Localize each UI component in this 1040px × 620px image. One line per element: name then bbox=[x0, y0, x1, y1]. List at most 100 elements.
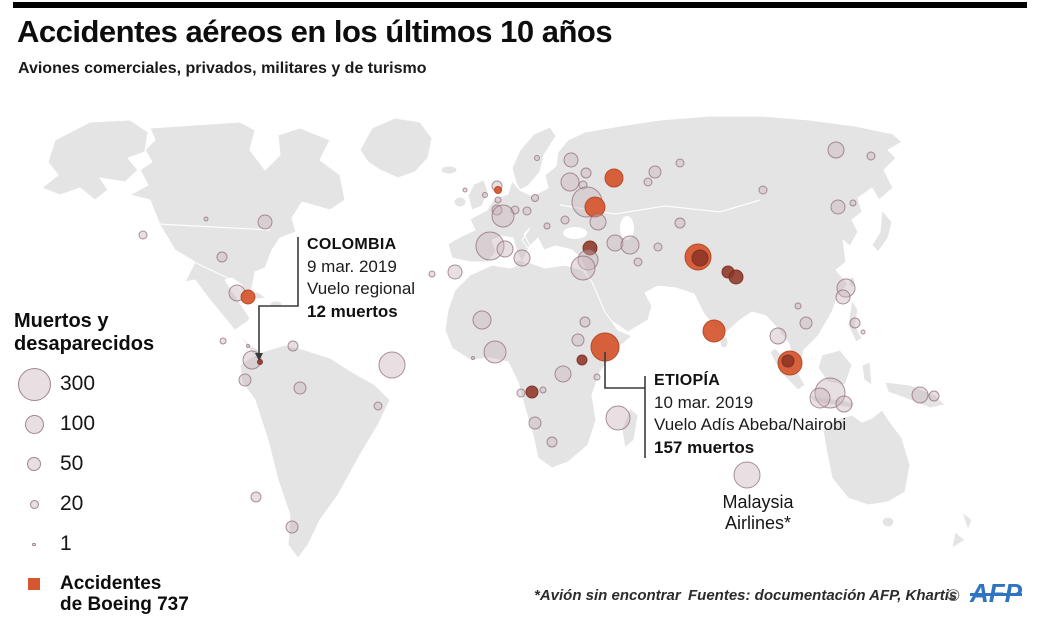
legend-circle-cell bbox=[14, 542, 54, 547]
footnote-plane-not-found: *Avión sin encontrar bbox=[534, 587, 681, 604]
accident-bubble bbox=[579, 316, 591, 328]
accident-bubble bbox=[589, 213, 607, 231]
label-malaysia-airlines: Malaysia Airlines* bbox=[700, 492, 816, 533]
legend-size-circle bbox=[24, 414, 44, 434]
accident-bubble bbox=[257, 214, 273, 230]
accident-bubble bbox=[203, 216, 209, 222]
landmass-tasmania bbox=[881, 516, 895, 528]
accident-bubble bbox=[836, 278, 856, 298]
accident-bubble bbox=[799, 316, 813, 330]
legend: Muertos y desaparecidos 300 100 50 20 1 Acci… bbox=[14, 310, 224, 616]
accident-bubble bbox=[475, 231, 505, 261]
boeing-737-swatch bbox=[28, 578, 40, 591]
boeing-737-accident-bubble bbox=[604, 168, 624, 188]
accident-bubble bbox=[373, 401, 383, 411]
legend-circle-cell bbox=[14, 414, 54, 434]
legend-circle-cell bbox=[14, 367, 54, 401]
accident-bubble bbox=[285, 520, 299, 534]
legend-size-circle bbox=[32, 542, 36, 547]
landmass-australia bbox=[822, 409, 911, 506]
legend-size-circle bbox=[27, 457, 41, 472]
accident-bubble bbox=[835, 395, 853, 413]
annotation-country: COLOMBIA bbox=[307, 236, 397, 253]
boeing-737-accident-bubble bbox=[584, 196, 606, 218]
legend-title: Muertos y desaparecidos bbox=[14, 310, 224, 356]
legend-size-value: 100 bbox=[60, 412, 96, 436]
landmass-britain bbox=[467, 179, 489, 211]
landmass-new-zealand bbox=[951, 511, 973, 549]
landmass-taiwan bbox=[848, 276, 856, 288]
accident-bubble bbox=[849, 317, 861, 329]
legend-size-row: 20 bbox=[14, 484, 224, 524]
accident-bubble bbox=[571, 333, 585, 347]
landmass-new-guinea bbox=[884, 381, 946, 409]
annotation-deaths: 157 muertos bbox=[654, 437, 755, 457]
accident-bubble bbox=[525, 385, 539, 399]
accident-bubble bbox=[257, 359, 263, 365]
accident-bubble bbox=[246, 344, 250, 348]
annotation-flight: Vuelo Adís Abeba/Nairobi bbox=[654, 415, 847, 435]
accident-bubble bbox=[809, 387, 831, 409]
accident-bubble bbox=[733, 461, 761, 489]
legend-size-value: 1 bbox=[60, 532, 72, 556]
accident-bubble bbox=[577, 249, 599, 271]
accident-bubble bbox=[250, 491, 262, 503]
accident-bubble bbox=[483, 340, 507, 364]
accident-bubble bbox=[830, 199, 846, 215]
sources-credit: Fuentes: documentación AFP, Khartis bbox=[688, 587, 958, 604]
top-rule-bar bbox=[13, 2, 1027, 8]
accident-bubble bbox=[491, 204, 515, 228]
annotation-deaths: 12 muertos bbox=[307, 301, 398, 321]
accident-bubble bbox=[494, 196, 502, 204]
accident-bubble bbox=[543, 222, 551, 230]
legend-size-scale: 300 100 50 20 1 bbox=[14, 364, 224, 564]
accident-bubble bbox=[491, 204, 503, 216]
afp-logo: AFP bbox=[970, 578, 1022, 608]
landmass-scandinavia bbox=[511, 126, 557, 191]
accident-bubble bbox=[534, 155, 540, 161]
accident-bubble bbox=[546, 436, 558, 448]
accident-bubble bbox=[860, 329, 866, 335]
accident-bubble bbox=[814, 377, 846, 409]
accident-bubble bbox=[728, 269, 744, 285]
legend-circle-cell bbox=[14, 457, 54, 472]
page-title: Accidentes aéreos en los últimos 10 años bbox=[17, 14, 613, 49]
annotation-date: 10 mar. 2019 bbox=[654, 392, 754, 412]
boeing-737-accident-bubble bbox=[702, 319, 726, 343]
legend-size-circle bbox=[17, 367, 51, 401]
legend-square-cell bbox=[14, 574, 54, 616]
legend-title-line2: desaparecidos bbox=[14, 333, 155, 356]
annotation-country: ETIOPÍA bbox=[654, 372, 721, 389]
accident-bubble bbox=[675, 158, 685, 168]
boeing-737-label: Accidentes de Boeing 737 bbox=[60, 573, 189, 616]
accident-bubble bbox=[516, 388, 526, 398]
landmass-madagascar bbox=[621, 407, 639, 449]
label-malaysia-line2: Airlines* bbox=[724, 512, 792, 533]
accident-bubble bbox=[554, 365, 572, 383]
leader-line-etiopia bbox=[604, 352, 645, 389]
accident-bubble bbox=[866, 151, 876, 161]
legend-size-circle bbox=[29, 499, 39, 509]
accident-bubble bbox=[522, 206, 532, 216]
accident-bubble bbox=[570, 255, 596, 281]
accident-bubble bbox=[238, 373, 252, 387]
accident-bubble bbox=[560, 215, 570, 225]
accident-bubble bbox=[849, 199, 857, 207]
accident-bubble bbox=[216, 251, 228, 263]
accident-bubble bbox=[691, 249, 709, 267]
landmass-borneo bbox=[817, 349, 853, 386]
accident-bubble bbox=[580, 167, 592, 179]
accident-bubble bbox=[674, 217, 686, 229]
annotation-date: 9 mar. 2019 bbox=[307, 256, 397, 276]
accident-bubble bbox=[293, 381, 307, 395]
boeing-label-line1: Accidentes bbox=[60, 573, 162, 595]
boeing-737-accident-bubble bbox=[240, 289, 256, 305]
boeing-737-accident-bubble bbox=[494, 186, 502, 194]
landmass-java bbox=[807, 394, 856, 409]
accident-bubble bbox=[219, 337, 227, 345]
accident-bubble bbox=[447, 264, 463, 280]
accident-bubble bbox=[287, 340, 299, 352]
accident-bubble bbox=[513, 249, 531, 267]
accident-bubble bbox=[928, 390, 940, 402]
